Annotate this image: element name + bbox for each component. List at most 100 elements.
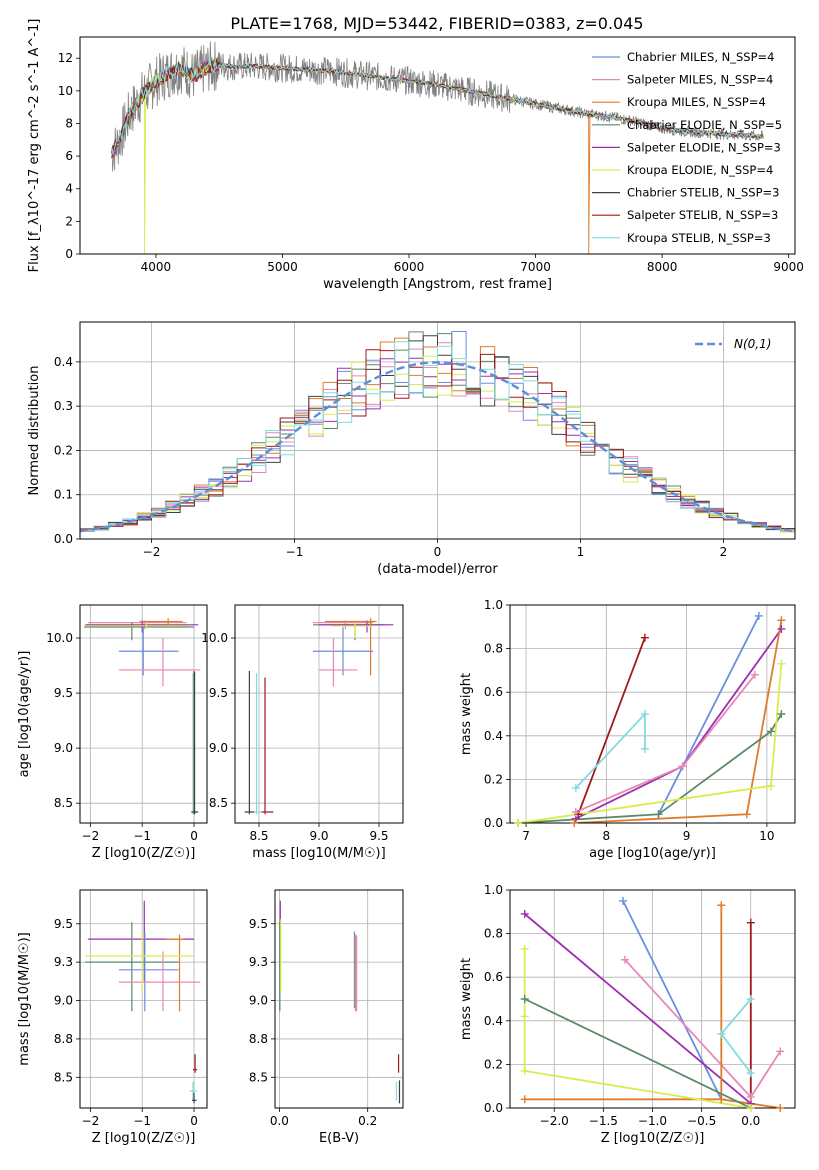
y-tick-label: 10 — [58, 84, 73, 98]
y-tick-label: 9.0 — [54, 994, 73, 1008]
y-tick-label: 0.8 — [484, 642, 503, 656]
y-tick-label: 8.5 — [209, 796, 228, 810]
weight-line-6 — [524, 998, 752, 1108]
x-tick-label: 0 — [190, 829, 198, 843]
axes-frame — [509, 889, 796, 1109]
y-tick-label: 0.0 — [484, 1101, 503, 1115]
axes-mass_vs_Z: −2 −1 0 8.5 8.8 9.0 9.3 9.5 Z [log10(Z/Z☉)] mass … — [17, 889, 208, 1146]
y-axis-label: mass [log10(M/M☉)] — [17, 932, 32, 1065]
y-tick-label: 10.0 — [201, 631, 228, 645]
y-tick-label: 0.1 — [54, 488, 73, 502]
figure-title: PLATE=1768, MJD=53442, FIBERID=0383, z=0… — [230, 14, 643, 33]
x-tick-label: 5000 — [267, 260, 298, 274]
weight-line-1 — [720, 998, 752, 1074]
plus-marker — [640, 744, 649, 753]
plus-marker — [746, 1069, 755, 1078]
y-tick-label: 9.5 — [249, 917, 268, 931]
y-tick-label: 0.2 — [54, 443, 73, 457]
x-tick-label: −1.5 — [589, 1114, 618, 1128]
x-tick-label: 0 — [434, 545, 442, 559]
legend-entry: Kroupa MILES, N_SSP=4 — [627, 95, 766, 109]
y-tick-label: 1.0 — [484, 598, 503, 612]
legend-entry: Salpeter ELODIE, N_SSP=3 — [627, 140, 781, 154]
legend-entry: Salpeter STELIB, N_SSP=3 — [627, 208, 778, 222]
y-tick-label: 9.0 — [54, 741, 73, 755]
plus-marker — [766, 781, 775, 790]
y-tick-label: 9.3 — [249, 955, 268, 969]
legend-entry: Chabrier STELIB, N_SSP=3 — [627, 186, 779, 200]
plus-marker — [520, 944, 529, 953]
plus-marker — [746, 1093, 755, 1102]
y-axis-label: mass weight — [459, 673, 474, 755]
x-tick-label: 2 — [720, 545, 728, 559]
y-tick-label: 2 — [65, 214, 73, 228]
x-tick-label: −2 — [82, 1114, 100, 1128]
plot-area-age_vs_Z — [84, 618, 201, 815]
x-axis-label: age [log10(age/yr)] — [589, 846, 716, 861]
y-tick-label: 8.5 — [54, 796, 73, 810]
x-tick-label: −0.5 — [687, 1114, 716, 1128]
x-tick-label: 10 — [759, 829, 774, 843]
axes-frame — [79, 321, 796, 540]
plus-marker — [571, 808, 580, 817]
y-axis-label: Flux [f_λ10^-17 erg cm^-2 s^-1 A^-1] — [27, 19, 42, 273]
histogram-6 — [80, 335, 795, 532]
x-tick-label: 4000 — [141, 260, 172, 274]
axes-spectrum: 4000 5000 6000 7000 8000 9000 0 2 4 6 8 10 12 wavelen… — [27, 19, 804, 292]
x-tick-label: 8000 — [647, 260, 678, 274]
x-tick-label: 7000 — [520, 260, 551, 274]
plus-marker — [654, 810, 663, 819]
plus-marker — [746, 1104, 755, 1112]
legend-entry: Kroupa STELIB, N_SSP=3 — [627, 231, 771, 245]
y-tick-label: 0.0 — [54, 532, 73, 546]
plus-marker — [777, 624, 786, 633]
x-tick-label: −2.0 — [540, 1114, 569, 1128]
y-tick-label: 0.4 — [54, 355, 73, 369]
y-tick-label: 1.0 — [484, 883, 503, 897]
plus-marker — [520, 1012, 529, 1021]
plot-area-spectrum — [111, 41, 764, 254]
y-tick-label: 0.4 — [484, 729, 503, 743]
axes-frame — [79, 889, 208, 1109]
y-tick-label: 12 — [58, 51, 73, 65]
y-tick-label: 0.2 — [484, 1057, 503, 1071]
weight-line-1 — [575, 711, 646, 789]
x-tick-label: 9 — [683, 829, 691, 843]
x-axis-label: E(B-V) — [319, 1131, 359, 1146]
y-tick-label: 4 — [65, 182, 73, 196]
plus-marker — [678, 762, 687, 771]
plus-marker — [514, 819, 523, 827]
x-axis-label: mass [log10(M/M☉)] — [252, 846, 385, 861]
axes-frame — [79, 604, 208, 824]
x-tick-label: 1 — [577, 545, 585, 559]
y-axis-label: age [log10(age/yr)] — [17, 651, 32, 778]
y-tick-label: 0 — [65, 247, 73, 261]
axes-age_vs_mass: 8.5 9.0 9.5 8.5 9.0 9.5 10.0 mass [log10(M/M☉)] — [201, 604, 404, 861]
axes-mass_vs_EBV: 0.0 0.2 8.5 8.8 9.0 9.3 9.5 E(B-V) — [249, 889, 404, 1146]
plus-marker — [717, 1095, 726, 1104]
legend-entry: Kroupa ELODIE, N_SSP=4 — [627, 163, 773, 177]
weight-line-6 — [517, 713, 783, 823]
model-line-2 — [111, 57, 764, 254]
plus-marker — [776, 1104, 785, 1112]
plus-marker — [520, 995, 529, 1003]
axes-frame — [234, 604, 404, 824]
legend-entry: Chabrier MILES, N_SSP=4 — [627, 50, 774, 64]
y-tick-label: 0.4 — [484, 1014, 503, 1028]
x-tick-label: 0.0 — [270, 1114, 289, 1128]
plot-area-residuals — [80, 331, 795, 533]
plus-marker — [520, 1095, 529, 1104]
y-tick-label: 9.0 — [209, 741, 228, 755]
plot-area-massweight_vs_age — [517, 615, 783, 823]
plus-marker — [571, 784, 580, 793]
axes-frame — [509, 604, 796, 824]
axes-frame — [274, 889, 404, 1109]
y-axis-label: Normed distribution — [27, 366, 42, 496]
plus-marker — [776, 1047, 785, 1056]
plus-marker — [754, 611, 763, 620]
y-tick-label: 8 — [65, 116, 73, 130]
x-axis-label: Z [log10(Z/Z☉)] — [92, 1131, 196, 1146]
y-tick-label: 0.0 — [484, 816, 503, 830]
y-tick-label: 9.0 — [249, 994, 268, 1008]
